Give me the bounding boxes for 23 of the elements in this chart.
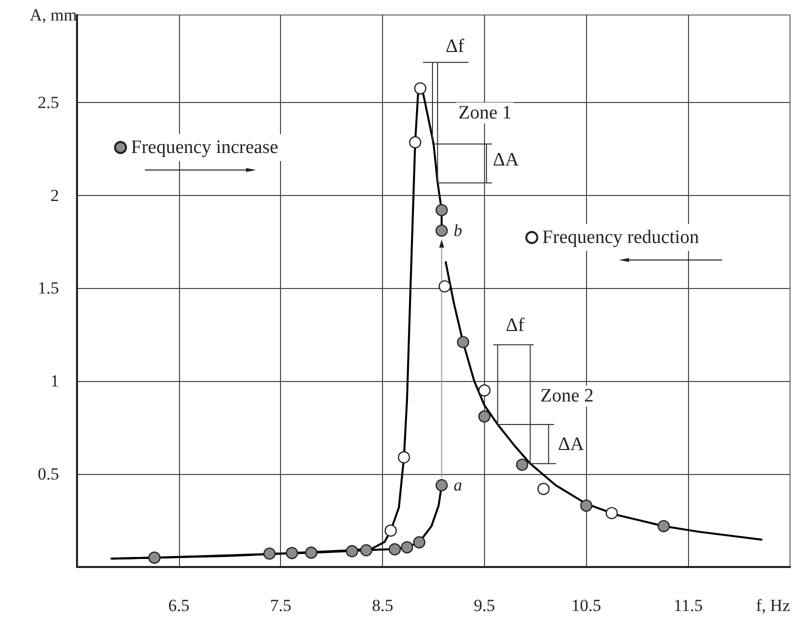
y-tick-label: 1 xyxy=(50,372,59,391)
x-tick-label: 9.5 xyxy=(474,596,496,615)
y-tick-label: 2.5 xyxy=(38,92,59,112)
annotation: Zone 2 xyxy=(540,386,594,406)
legend-label: Frequency reduction xyxy=(542,227,700,248)
y-tick-label: 1.5 xyxy=(38,278,59,298)
y-axis-title: A, mm xyxy=(30,6,77,24)
annotation: Zone 1 xyxy=(458,102,512,124)
x-tick-label: 8.5 xyxy=(372,596,394,615)
annotation: Δf xyxy=(446,36,465,58)
x-tick-label: 6.5 xyxy=(168,596,190,615)
annotation: b xyxy=(454,221,462,240)
y-tick-label: 2 xyxy=(50,186,59,205)
x-tick-label: 10.5 xyxy=(571,596,602,615)
x-tick-label: 7.5 xyxy=(270,596,292,615)
annotation: Δf xyxy=(506,314,525,336)
legend-label: Frequency increase xyxy=(131,137,278,158)
y-tick-label: 0.5 xyxy=(38,464,59,484)
annotation: ΔA xyxy=(558,434,584,455)
annotation: a xyxy=(454,476,462,495)
x-tick-label: 11.5 xyxy=(674,596,703,615)
x-axis-title: f, Hz xyxy=(756,596,790,615)
annotation: ΔA xyxy=(492,149,520,170)
